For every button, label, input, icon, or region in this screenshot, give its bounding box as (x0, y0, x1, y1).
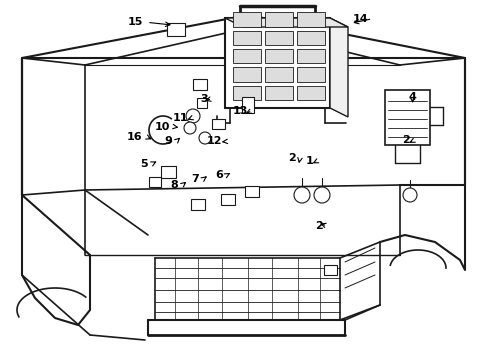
Bar (161, 166, 176, 178)
Circle shape (184, 122, 196, 134)
Bar (265, 12, 293, 27)
Polygon shape (225, 18, 348, 27)
Bar (245, 186, 259, 197)
Text: 10: 10 (154, 122, 170, 132)
Circle shape (294, 187, 310, 203)
Bar (233, 67, 261, 82)
Bar (242, 97, 254, 113)
Bar (149, 177, 161, 187)
Bar (233, 12, 261, 27)
Text: 5: 5 (140, 159, 148, 169)
Circle shape (403, 188, 417, 202)
Text: 9: 9 (165, 136, 172, 146)
Bar (265, 86, 293, 100)
Bar (212, 119, 225, 129)
Text: 2: 2 (316, 221, 323, 231)
Circle shape (314, 187, 330, 203)
Bar (233, 49, 261, 63)
Bar (233, 86, 261, 100)
Bar (297, 49, 325, 63)
Text: 7: 7 (192, 174, 199, 184)
Text: 12: 12 (207, 136, 222, 147)
Text: 11: 11 (173, 113, 189, 123)
Bar (233, 31, 261, 45)
Bar (197, 98, 207, 108)
Text: 2: 2 (288, 153, 296, 163)
Bar (167, 23, 185, 36)
Polygon shape (330, 18, 348, 117)
Text: 15: 15 (127, 17, 143, 27)
Circle shape (186, 109, 200, 123)
Text: 13: 13 (233, 105, 248, 116)
Bar (297, 86, 325, 100)
Polygon shape (385, 90, 430, 145)
Text: 6: 6 (215, 170, 223, 180)
Text: 2: 2 (402, 135, 410, 145)
Bar (221, 194, 235, 205)
Bar (324, 265, 337, 275)
Text: 14: 14 (353, 14, 368, 24)
Text: 1: 1 (306, 156, 314, 166)
Bar (265, 31, 293, 45)
Text: 4: 4 (409, 92, 416, 102)
Text: 8: 8 (171, 180, 178, 190)
Circle shape (199, 132, 211, 144)
Bar (265, 49, 293, 63)
Bar (297, 12, 325, 27)
Bar (265, 67, 293, 82)
Bar (297, 31, 325, 45)
Text: 3: 3 (200, 94, 208, 104)
Text: 16: 16 (126, 132, 142, 142)
Bar (193, 79, 207, 90)
Polygon shape (225, 18, 330, 108)
Bar (191, 199, 205, 210)
Bar (297, 67, 325, 82)
